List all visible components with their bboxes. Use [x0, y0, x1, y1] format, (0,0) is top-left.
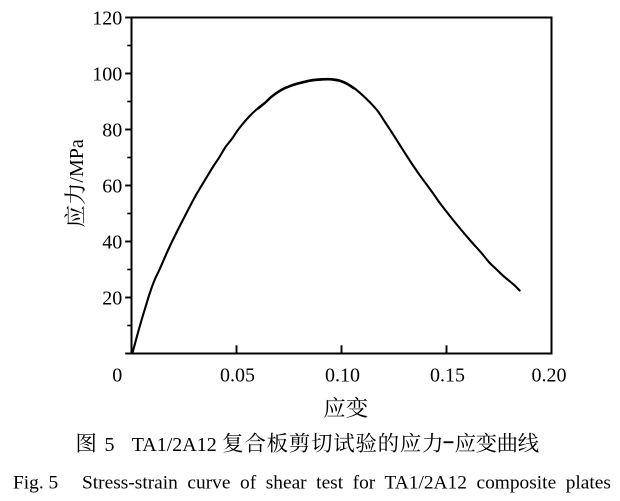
svg-text:0.05: 0.05: [220, 365, 255, 387]
svg-text:0.10: 0.10: [325, 365, 360, 387]
svg-text:TA1/2A12: TA1/2A12: [132, 434, 217, 456]
svg-text:100: 100: [92, 63, 122, 85]
svg-text:120: 120: [92, 7, 122, 29]
svg-text:0: 0: [112, 365, 122, 387]
svg-text:0.20: 0.20: [532, 365, 567, 387]
svg-text:80: 80: [102, 119, 122, 141]
svg-text:20: 20: [102, 287, 122, 309]
svg-text:/MPa: /MPa: [66, 139, 88, 182]
svg-text:Stress-strain curve of shear t: Stress-strain curve of shear test for TA…: [82, 473, 611, 494]
svg-text:60: 60: [102, 175, 122, 197]
svg-text:Fig. 5: Fig. 5: [13, 473, 58, 494]
svg-text:40: 40: [102, 231, 122, 253]
svg-text:5: 5: [105, 434, 115, 456]
svg-text:0.15: 0.15: [430, 365, 465, 387]
